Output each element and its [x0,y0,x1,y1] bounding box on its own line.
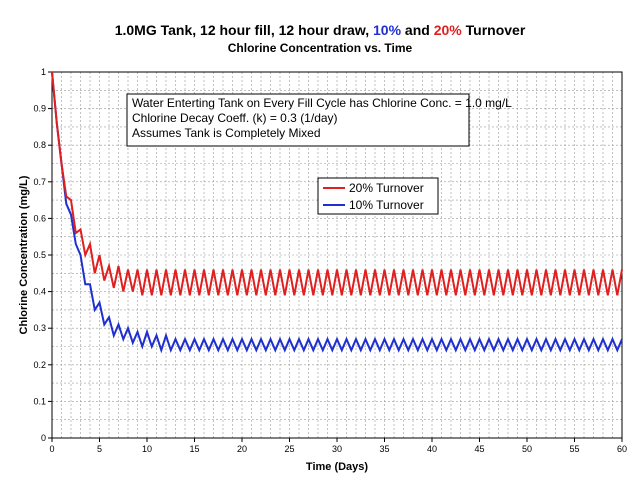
axis-ticks: 0 5 10 15 20 25 30 35 40 45 50 55 60 0 0.1 0.2 0.3 0.4 0.5… [33,67,627,454]
y-axis-label: Chlorine Concentration (mg/L) [18,175,30,334]
y-tick-label: 0.5 [33,250,46,260]
y-tick-label: 0.7 [33,177,46,187]
x-tick-label: 55 [569,444,579,454]
title-pct10: 10% [373,22,402,38]
y-tick-label: 0.8 [33,140,46,150]
x-tick-label: 20 [237,444,247,454]
x-axis-label: Time (Days) [306,461,368,473]
annotation-line-3: Assumes Tank is Completely Mixed [132,126,321,140]
y-tick-label: 0.2 [33,360,46,370]
annotation-box: Water Enterting Tank on Every Fill Cycle… [126,93,512,147]
x-tick-label: 25 [284,444,294,454]
y-tick-label: 0 [41,433,46,443]
annotation-line-1: Water Enterting Tank on Every Fill Cycle… [132,96,512,110]
series-line-10-turnover [51,71,623,354]
series-lines [51,71,623,354]
legend-box [317,177,439,215]
annotation-line-2: Chlorine Decay Coeff. (k) = 0.3 (1/day) [132,111,338,125]
x-tick-label: 30 [332,444,342,454]
y-tick-label: 0.6 [33,213,46,223]
x-tick-label: 45 [474,444,484,454]
y-tick-label: 0.1 [33,396,46,406]
x-tick-label: 60 [617,444,627,454]
x-tick-label: 10 [142,444,152,454]
x-tick-label: 40 [427,444,437,454]
x-tick-label: 35 [379,444,389,454]
y-tick-label: 0.4 [33,287,46,297]
x-tick-label: 5 [97,444,102,454]
x-tick-label: 50 [522,444,532,454]
y-tick-label: 1 [41,67,46,77]
series-line-20-turnover [51,71,623,296]
y-tick-label: 0.3 [33,323,46,333]
chart-title: 1.0MG Tank, 12 hour fill, 12 hour draw, … [0,22,640,38]
title-part2: Turnover [461,22,526,38]
x-tick-label: 15 [189,444,199,454]
legend-label-20-turnover: 20% Turnover [349,181,424,195]
title-part1: 1.0MG Tank, 12 hour fill, 12 hour draw, [114,22,373,38]
title-pct20: 20% [433,22,462,38]
legend-label-10-turnover: 10% Turnover [349,198,424,212]
legend: 20% Turnover 10% Turnover [317,177,439,215]
annotation-border [126,93,470,147]
x-tick-label: 0 [49,444,54,454]
y-tick-label: 0.9 [33,104,46,114]
title-and: and [401,22,434,38]
chart-subtitle: Chlorine Concentration vs. Time [227,41,413,55]
